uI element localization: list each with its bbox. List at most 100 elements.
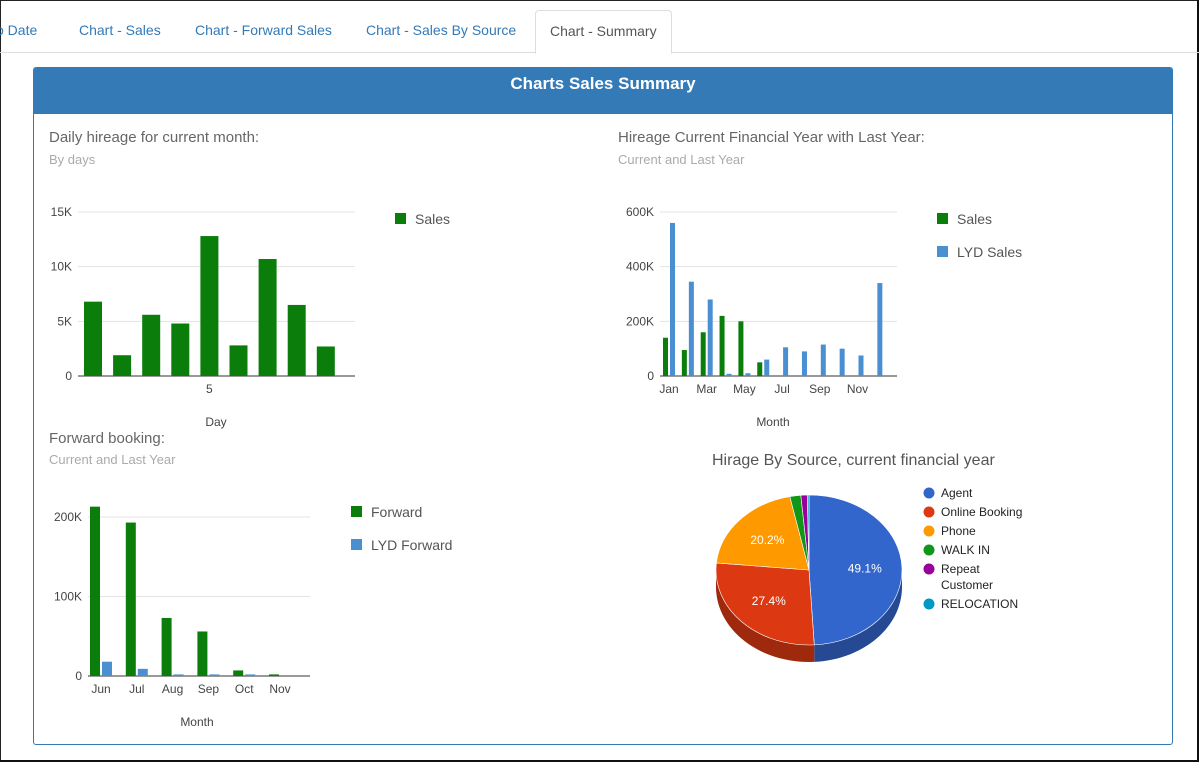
pie-legend-label: RELOCATION [941, 597, 1018, 611]
fy-y-tick-label: 400K [626, 260, 654, 274]
pie-slice-agent [808, 494, 903, 646]
forward-y-tick-label: 100K [54, 590, 82, 604]
daily-bar-sales [171, 323, 190, 376]
fy-bar-sales [719, 315, 725, 376]
pie-legend-label: Repeat Customer [941, 562, 993, 592]
fy-bar-lyd-sales [858, 355, 864, 376]
pie-slice-phone [716, 496, 810, 571]
tab-chart-forward-sales[interactable]: Chart - Forward Sales [195, 22, 332, 38]
fy-x-axis-label: Month [756, 415, 789, 429]
daily-chart-title: Daily hireage for current month: [49, 129, 260, 146]
pie-legend-swatch [923, 487, 935, 499]
fy-bar-lyd-sales [726, 373, 732, 376]
pie-legend-label: Agent [941, 486, 973, 500]
forward-bar-lyd-forward [245, 674, 256, 676]
fy-y-tick-label: 200K [626, 314, 654, 328]
forward-x-tick-label: Jun [91, 682, 110, 696]
fy-bar-lyd-sales [820, 344, 826, 376]
fy-y-tick-label: 0 [647, 369, 654, 383]
forward-bar-lyd-forward [173, 674, 184, 676]
pie-slice-label: 27.4% [752, 594, 786, 608]
forward-x-tick-label: Oct [235, 682, 254, 696]
forward-x-tick-label: Nov [269, 682, 290, 696]
fy-y-tick-label: 600K [626, 205, 654, 219]
fy-chart-subtitle: Current and Last Year [618, 152, 745, 167]
fy-x-tick-label: Nov [847, 382, 868, 396]
forward-x-tick-label: Aug [162, 682, 183, 696]
forward-bar-forward [90, 506, 100, 676]
fy-legend-swatch [937, 213, 948, 224]
source-chart-title: Hirage By Source, current financial year [712, 452, 995, 469]
fy-bar-sales [738, 321, 744, 376]
daily-y-tick-label: 0 [65, 369, 72, 383]
pie-legend-swatch [923, 525, 935, 537]
fy-bar-lyd-sales [839, 348, 845, 376]
daily-bar-sales [84, 301, 102, 376]
forward-bar-forward [125, 522, 136, 676]
forward-x-axis-label: Month [180, 715, 213, 729]
forward-legend-label: Forward [371, 504, 422, 520]
tab-chart-sales[interactable]: Chart - Sales [79, 22, 161, 38]
daily-chart-subtitle: By days [49, 152, 96, 167]
frame-edge-bottom [0, 760, 1199, 762]
forward-legend-swatch [351, 506, 362, 517]
forward-bar-lyd-forward [209, 674, 220, 676]
fy-bar-lyd-sales [877, 283, 883, 376]
fy-bar-sales [700, 332, 706, 376]
forward-bar-lyd-forward [137, 668, 148, 676]
pie-slice-relocation [806, 494, 810, 571]
forward-chart-title: Forward booking: [49, 430, 165, 447]
fy-bar-lyd-sales [783, 347, 789, 376]
fy-bar-lyd-sales [707, 299, 713, 376]
forward-bar-forward [269, 674, 279, 676]
daily-x-tick-label: 5 [206, 382, 213, 396]
forward-chart-subtitle: Current and Last Year [49, 452, 176, 467]
forward-y-tick-label: 0 [75, 669, 82, 683]
daily-legend-label: Sales [415, 211, 450, 227]
fy-x-tick-label: Jan [659, 382, 678, 396]
forward-bar-forward [161, 617, 172, 676]
fy-bar-lyd-sales [670, 222, 675, 376]
pie-side-agent [814, 570, 902, 662]
daily-bar-sales [142, 314, 161, 376]
fy-x-tick-label: Sep [809, 382, 831, 396]
pie-slice-label: 49.1% [848, 562, 882, 576]
forward-legend-swatch [351, 539, 362, 550]
daily-bar-sales [229, 345, 248, 376]
fy-bar-sales [681, 350, 687, 376]
daily-y-tick-label: 15K [51, 205, 72, 219]
forward-booking-chart: 0 100K 200K Jun Jul Aug Sep Oct Nov Month Forward L… [54, 504, 452, 729]
tab-chart-summary[interactable]: Chart - Summary [535, 10, 672, 54]
pie-slice-label: 20.2% [750, 533, 784, 547]
tab-chart-sales-by-source[interactable]: Chart - Sales By Source [366, 22, 517, 38]
daily-y-tick-label: 5K [57, 314, 72, 328]
daily-bar-sales [200, 236, 219, 376]
forward-x-tick-label: Sep [198, 682, 220, 696]
forward-legend-label: LYD Forward [371, 537, 452, 553]
daily-hireage-chart: 0 5K 10K 15K 5 Day Sales [51, 205, 450, 429]
frame-edge-right [1197, 0, 1199, 762]
daily-bar-sales [316, 346, 335, 376]
pie-legend-swatch [923, 506, 935, 518]
forward-y-tick-label: 200K [54, 510, 82, 524]
fy-x-tick-label: Mar [696, 382, 717, 396]
fy-bar-sales [757, 362, 763, 376]
daily-y-tick-label: 10K [51, 260, 72, 274]
summary-panel: Charts Sales Summary [33, 67, 1173, 745]
tab-to-date[interactable]: o Date [0, 22, 38, 38]
pie-legend-label: WALK IN [941, 543, 990, 557]
financial-year-chart: 0 200K 400K 600K Jan Mar May Jul Sep Nov Month Sale… [626, 205, 1022, 429]
pie-legend-label: Online Booking [941, 505, 1022, 519]
pie-side-online-booking [716, 570, 815, 662]
fy-chart-title: Hireage Current Financial Year with Last… [618, 129, 925, 146]
fy-x-tick-label: May [733, 382, 756, 396]
fy-bar-lyd-sales [745, 373, 751, 376]
fy-bar-sales [663, 337, 668, 376]
fy-legend-label: Sales [957, 211, 992, 227]
daily-bar-sales [287, 304, 306, 376]
pie-slice-online-booking [715, 562, 815, 646]
forward-bar-forward [197, 631, 208, 676]
pie-legend-label: Phone [941, 524, 976, 538]
fy-bar-lyd-sales [688, 281, 694, 376]
daily-x-axis-label: Day [205, 415, 226, 429]
